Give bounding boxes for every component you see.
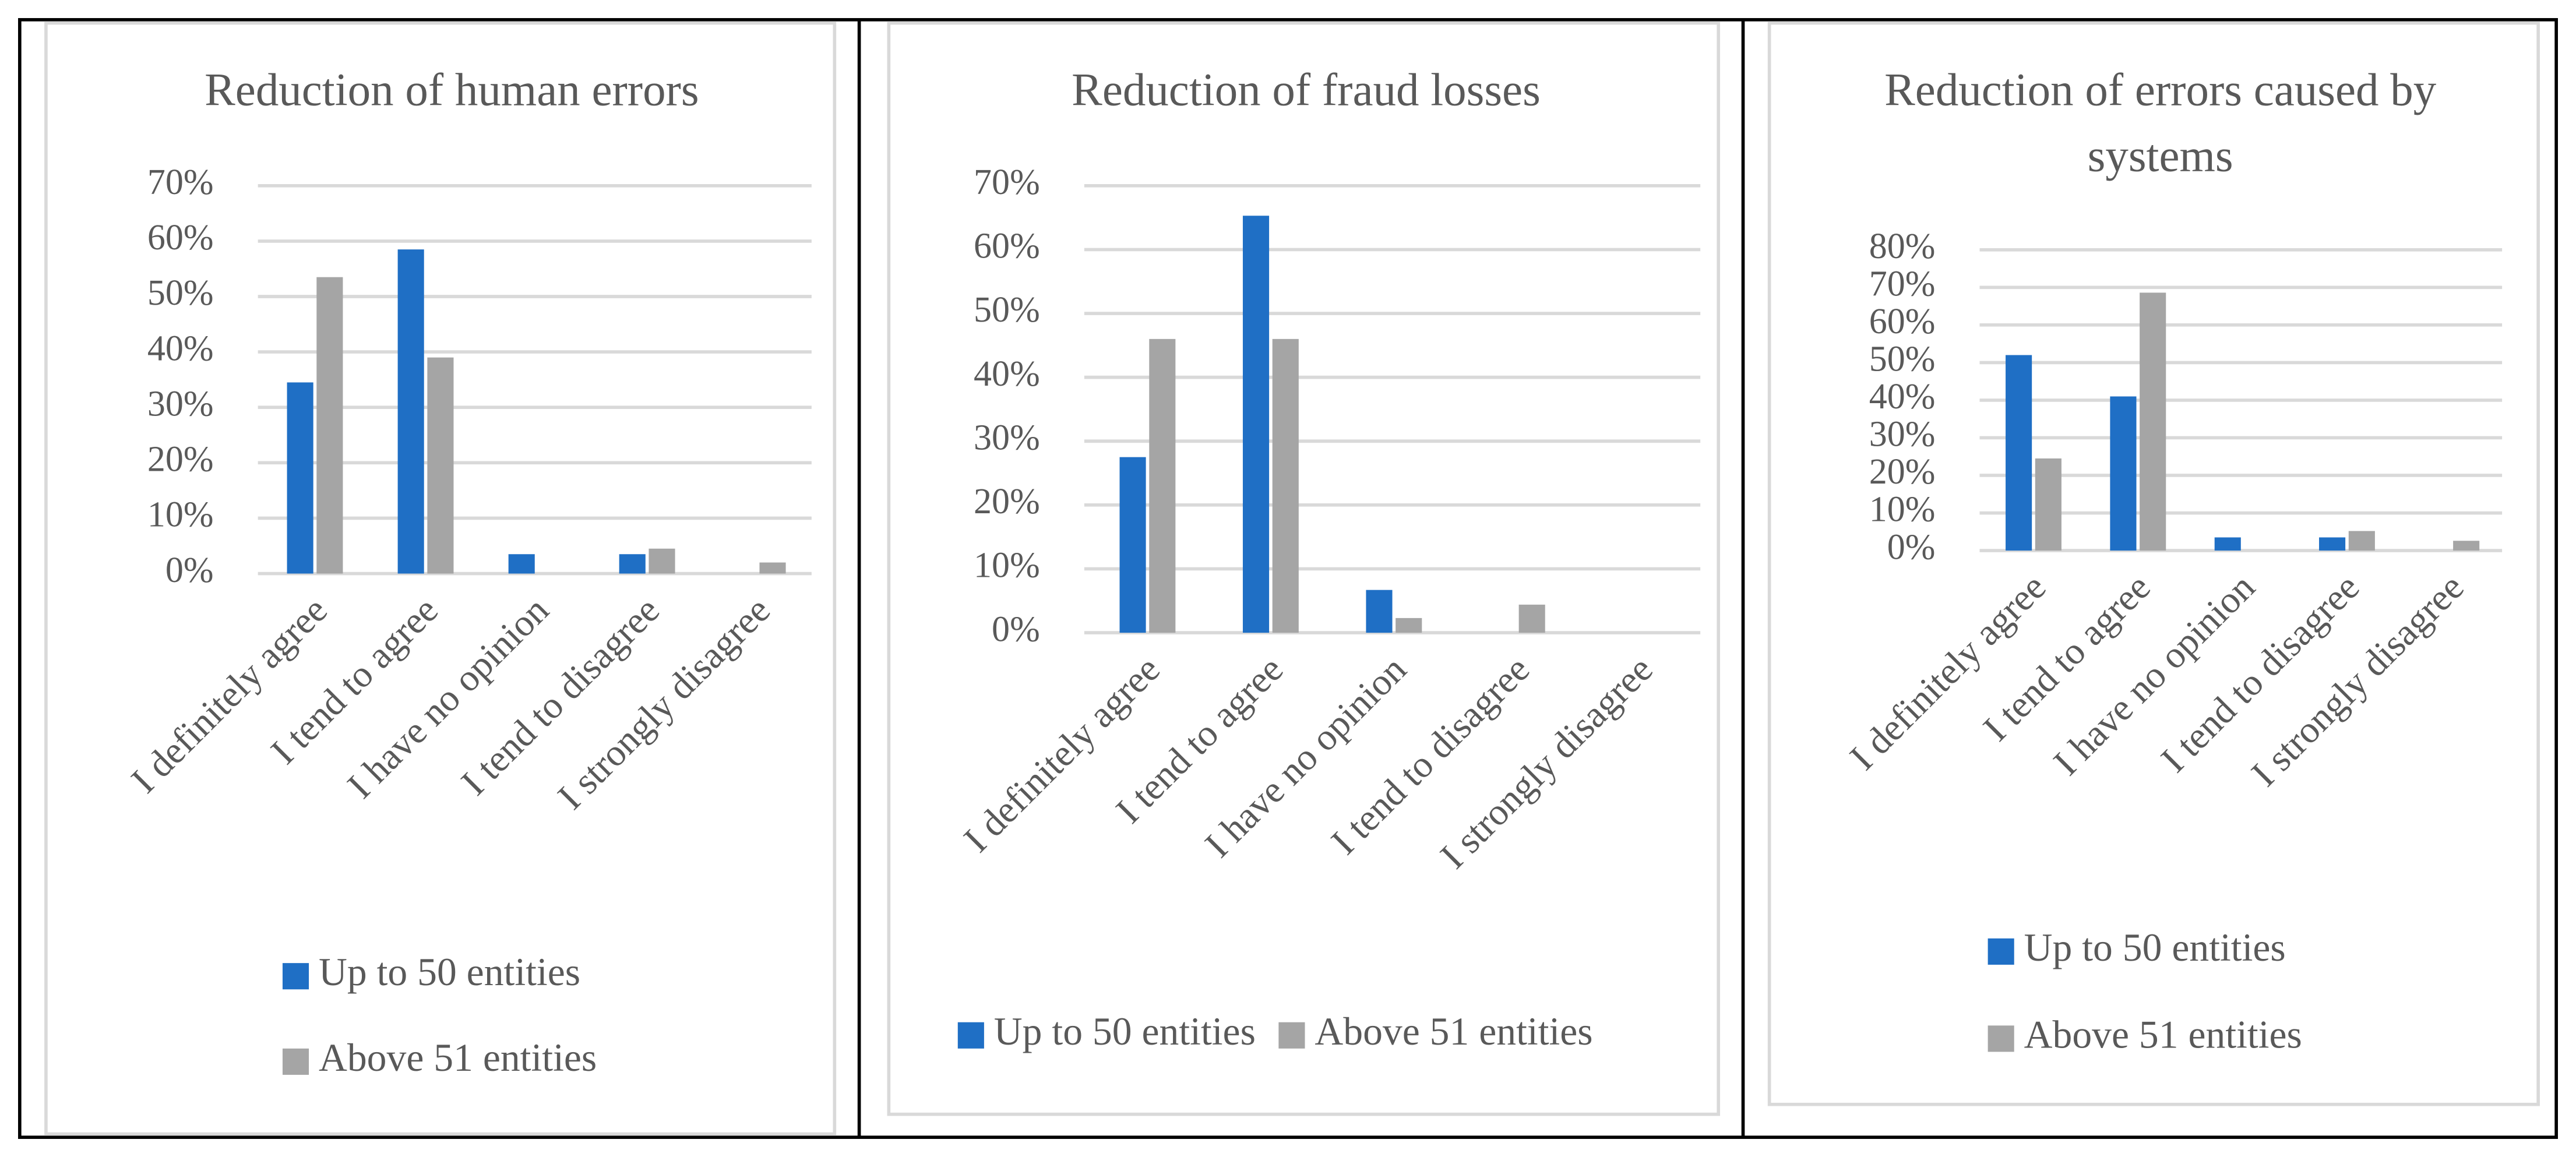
legend-label: Above 51 entities [319, 1036, 597, 1080]
bar [1272, 338, 1299, 633]
title-box: Reduction of errors caused by systems [1884, 65, 2437, 183]
bar [287, 382, 313, 574]
chart-frame [887, 21, 1721, 1116]
y-tick-label: 60% [974, 227, 1040, 266]
chart-frame [1767, 21, 2540, 1106]
legend-label: Up to 50 entities [2024, 926, 2286, 969]
y-tick-label: 20% [1869, 452, 1936, 492]
bar [2110, 396, 2137, 551]
outer-border [18, 18, 2558, 1139]
y-tick-label: 70% [1869, 264, 1936, 304]
bar [2453, 541, 2480, 551]
bar [1396, 618, 1422, 633]
bar [397, 249, 424, 574]
y-tick-label: 10% [1869, 490, 1936, 530]
bar [619, 554, 646, 574]
x-tick-label: I strongly disagree [1432, 648, 1661, 877]
legend-swatch [1987, 1025, 2014, 1052]
bar [649, 548, 675, 574]
y-tick-label: 60% [1869, 302, 1936, 341]
y-tick-label: 0% [992, 609, 1040, 649]
bar [508, 554, 535, 574]
y-tick-label: 30% [974, 418, 1040, 457]
legend-label: Up to 50 entities [319, 950, 580, 994]
title-box: Reduction of human errors [205, 65, 699, 117]
y-tick-label: 10% [147, 495, 214, 535]
y-tick-label: 80% [1869, 227, 1936, 266]
x-tick-label: I have no opinion [340, 589, 557, 806]
bar [2319, 537, 2346, 551]
legend-label: Up to 50 entities [994, 1010, 1256, 1053]
y-tick-label: 30% [1869, 415, 1936, 454]
legend-swatch [1278, 1022, 1305, 1049]
chart-frame [44, 21, 837, 1136]
y-tick-label: 40% [147, 329, 214, 368]
bar [1119, 457, 1146, 633]
legend-label: Above 51 entities [2024, 1013, 2302, 1056]
chart-title: Reduction of fraud losses [1072, 65, 1541, 117]
legend-label: Above 51 entities [1315, 1010, 1592, 1053]
y-tick-label: 10% [974, 546, 1040, 585]
bar [1518, 604, 1545, 633]
y-tick-label: 50% [147, 273, 214, 313]
chart-title: Reduction of errors caused by systems [1884, 65, 2437, 183]
bar [2006, 355, 2032, 551]
bar [2140, 292, 2166, 551]
bar [316, 277, 343, 574]
legend-swatch [282, 1048, 309, 1075]
y-tick-label: 0% [1887, 527, 1936, 567]
y-tick-label: 50% [1869, 340, 1936, 379]
legend-swatch [1987, 938, 2014, 965]
bar [2348, 531, 2375, 551]
title-box: Reduction of fraud losses [1072, 65, 1541, 117]
y-tick-label: 40% [974, 354, 1040, 394]
x-tick-label: I definitely agree [124, 589, 336, 801]
bar [427, 357, 454, 574]
bar [2214, 537, 2241, 551]
bar [2035, 458, 2061, 551]
y-tick-label: 70% [147, 163, 214, 202]
bar [1366, 590, 1393, 633]
x-tick-label: I tend to disagree [453, 589, 668, 803]
chart-title: Reduction of human errors [205, 65, 699, 117]
y-tick-label: 50% [974, 290, 1040, 330]
bar [1242, 216, 1270, 633]
bar [759, 562, 786, 574]
y-tick-label: 70% [974, 163, 1040, 202]
y-tick-label: 40% [1869, 377, 1936, 417]
y-tick-label: 60% [147, 218, 214, 257]
y-tick-label: 20% [147, 440, 214, 479]
y-tick-label: 30% [147, 384, 214, 424]
bar [1149, 338, 1176, 633]
legend-swatch [282, 963, 309, 990]
legend-swatch [957, 1022, 984, 1049]
y-tick-label: 20% [974, 482, 1040, 521]
y-tick-label: 0% [165, 551, 214, 590]
x-tick-label: I strongly disagree [550, 589, 778, 817]
